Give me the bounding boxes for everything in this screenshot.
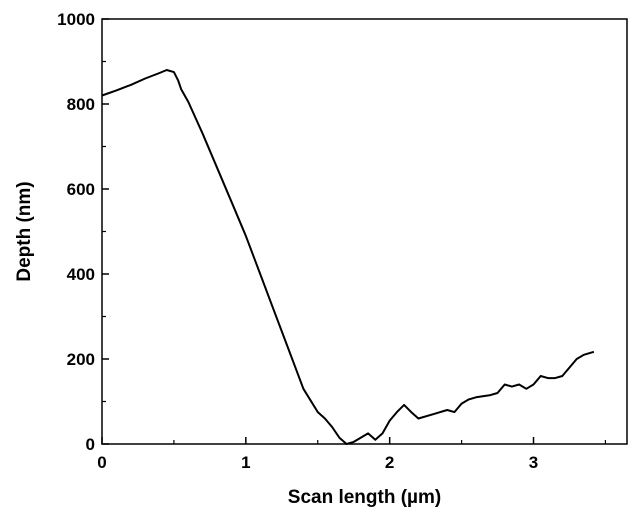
y-tick-label: 0	[86, 435, 95, 454]
y-tick-label: 200	[67, 350, 95, 369]
y-axis-ticks: 0 200 400 600 800 1000	[57, 10, 109, 454]
depth-series-line	[101, 69, 595, 445]
x-tick-label: 0	[97, 453, 106, 472]
y-tick-label: 1000	[57, 10, 95, 29]
x-tick-label: 3	[529, 453, 538, 472]
y-axis-label: Depth (nm)	[14, 181, 35, 281]
x-tick-label: 1	[241, 453, 250, 472]
y-tick-label: 400	[67, 265, 95, 284]
plot-area-frame	[101, 18, 628, 445]
x-tick-label: 2	[385, 453, 394, 472]
y-tick-label: 600	[67, 180, 95, 199]
y-tick-label: 800	[67, 95, 95, 114]
x-axis-label: Scan length (µm)	[288, 487, 441, 508]
